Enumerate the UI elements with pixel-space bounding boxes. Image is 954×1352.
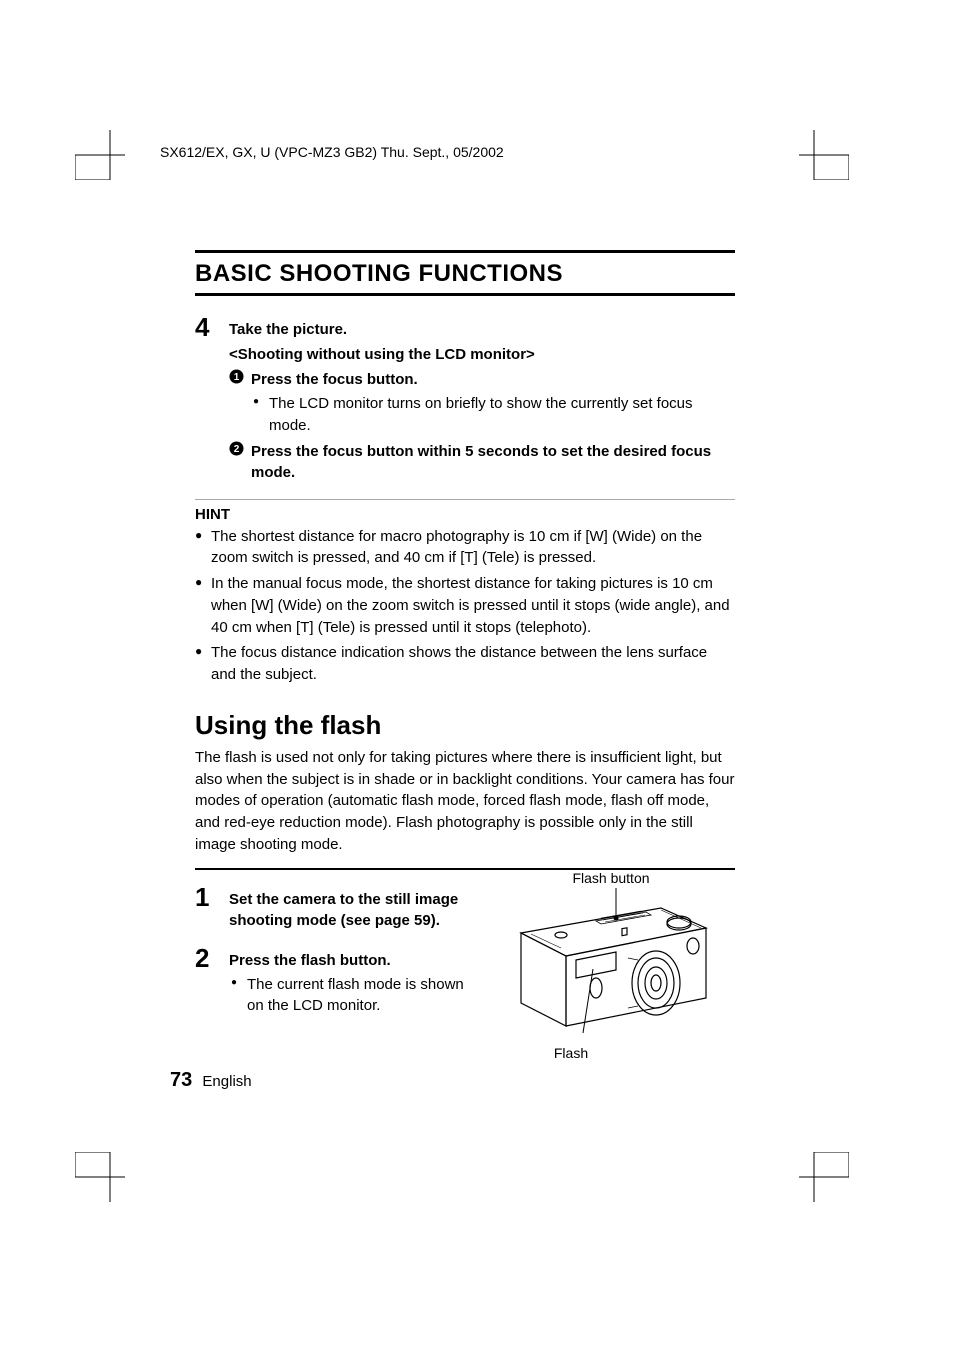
circled-1-icon: 1	[229, 369, 251, 390]
flash-step-1-text: Set the camera to the still image shooti…	[229, 889, 475, 931]
crop-mark-bl	[75, 1152, 125, 1202]
hint-section: HINT ● The shortest distance for macro p…	[195, 499, 735, 686]
substep-1: 1 Press the focus button.	[229, 369, 735, 390]
flash-label: Flash	[487, 1045, 735, 1061]
camera-illustration	[501, 888, 721, 1036]
flash-step-2-bullet: ● The current flash mode is shown on the…	[229, 974, 475, 1018]
page-title: BASIC SHOOTING FUNCTIONS	[195, 253, 735, 293]
title-rule-bottom	[195, 293, 735, 296]
flash-step-1-number: 1	[195, 884, 229, 910]
header-doc-info: SX612/EX, GX, U (VPC-MZ3 GB2) Thu. Sept.…	[160, 144, 504, 160]
step-4-number: 4	[195, 314, 229, 340]
svg-text:2: 2	[234, 444, 240, 455]
bullet-dot: ●	[195, 526, 211, 545]
title-block: BASIC SHOOTING FUNCTIONS	[195, 250, 735, 296]
svg-text:1: 1	[234, 372, 240, 383]
page-number: 73	[170, 1069, 192, 1091]
crop-mark-br	[799, 1152, 849, 1202]
flash-heading: Using the flash	[195, 710, 735, 741]
hint-3-text: The focus distance indication shows the …	[211, 642, 735, 686]
page-footer: 73 English	[170, 1069, 252, 1092]
flash-step-2-bullet-text: The current flash mode is shown on the L…	[247, 974, 475, 1018]
substep-1-bullet-text: The LCD monitor turns on briefly to show…	[269, 393, 735, 437]
hint-bullet-1: ● The shortest distance for macro photog…	[195, 526, 735, 570]
flash-button-label: Flash button	[487, 870, 735, 886]
substep-2-text: Press the focus button within 5 seconds …	[251, 441, 735, 483]
hint-rule	[195, 499, 735, 500]
substep-1-bullet: ● The LCD monitor turns on briefly to sh…	[251, 393, 735, 437]
flash-step-2: 2 Press the flash button. ● The current …	[195, 931, 475, 1018]
hint-title: HINT	[195, 506, 735, 523]
substep-1-text: Press the focus button.	[251, 369, 735, 390]
substep-2: 2 Press the focus button within 5 second…	[229, 441, 735, 483]
step-4: 4 Take the picture. <Shooting without us…	[195, 300, 735, 483]
flash-step-2-number: 2	[195, 945, 229, 971]
flash-step-1: 1 Set the camera to the still image shoo…	[195, 870, 475, 931]
circled-2-icon: 2	[229, 441, 251, 462]
crop-mark-tl	[75, 130, 125, 180]
step-4-sub: <Shooting without using the LCD monitor>	[229, 344, 735, 365]
hint-1-text: The shortest distance for macro photogra…	[211, 526, 735, 570]
hint-bullet-2: ● In the manual focus mode, the shortest…	[195, 573, 735, 638]
bullet-dot: ●	[251, 393, 269, 411]
bullet-dot: ●	[195, 642, 211, 661]
crop-mark-tr	[799, 130, 849, 180]
hint-2-text: In the manual focus mode, the shortest d…	[211, 573, 735, 638]
flash-step-2-text: Press the flash button.	[229, 950, 475, 971]
step-4-heading: Take the picture.	[229, 319, 735, 340]
hint-bullet-3: ● The focus distance indication shows th…	[195, 642, 735, 686]
flash-paragraph: The flash is used not only for taking pi…	[195, 747, 735, 856]
bullet-dot: ●	[229, 974, 247, 992]
page-language: English	[202, 1073, 251, 1090]
bullet-dot: ●	[195, 573, 211, 592]
